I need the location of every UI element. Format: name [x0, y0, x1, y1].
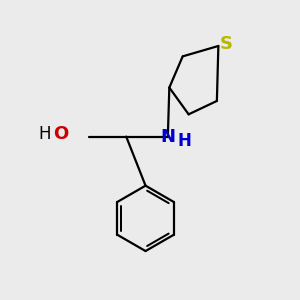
Text: H: H	[38, 125, 51, 143]
Text: H: H	[177, 132, 191, 150]
Text: N: N	[160, 128, 175, 146]
Text: S: S	[219, 35, 232, 53]
Text: O: O	[53, 125, 68, 143]
